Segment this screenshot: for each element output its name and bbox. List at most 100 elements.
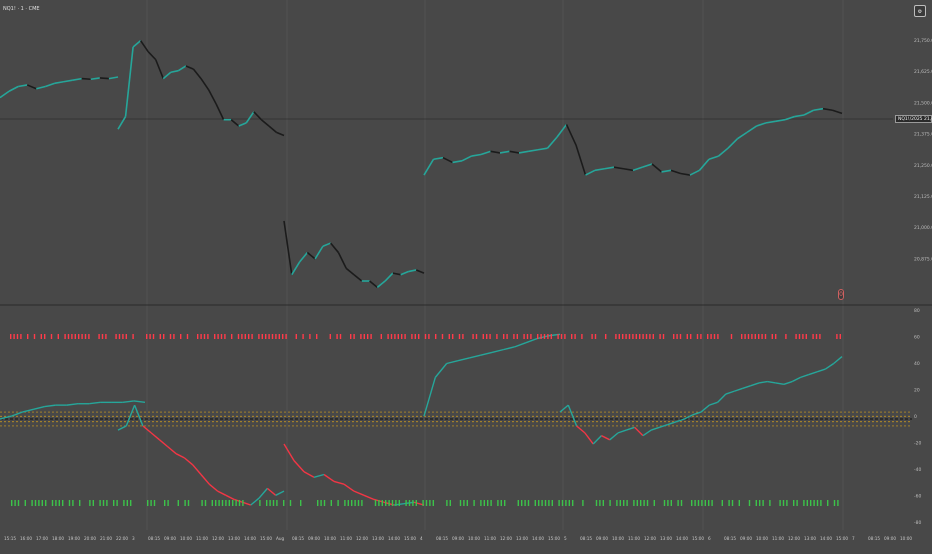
sell-signal-tick [815,334,818,339]
osc-segment [576,425,586,434]
price-tick-label: 21,125.00 [914,194,932,200]
buy-signal-tick [242,500,244,506]
osc-segment [601,435,611,441]
settings-icon[interactable]: ⚙ [914,5,926,17]
time-tick-label: 14:00 [532,536,544,541]
osc-segment [250,497,260,506]
time-tick-label: 10:00 [180,536,192,541]
price-segment [253,111,262,121]
sell-signal-tick [152,334,155,339]
price-segment [642,163,653,168]
buy-signal-tick [289,500,292,506]
sell-signal-tick [462,334,464,339]
sell-signal-tick [795,334,797,339]
buy-signal-tick [300,500,302,506]
buy-signal-tick [201,500,203,506]
osc-segment [767,380,776,384]
price-segment [192,68,202,80]
sell-signal-tick [251,334,253,339]
price-segment [124,46,134,117]
sell-signal-tick [537,334,539,339]
osc-tick-label: 60 [914,335,920,341]
buy-signal-tick [534,500,536,506]
buy-signal-tick [459,500,462,506]
buy-signal-tick [483,500,485,506]
sell-signal-tick [401,334,403,339]
price-segment [423,158,435,176]
sell-signal-tick [44,334,46,339]
price-segment [81,77,91,81]
osc-segment [133,404,144,427]
osc-segment [692,411,702,416]
price-segment [117,116,127,130]
buy-signal-tick [544,500,547,506]
time-tick-label: 14:00 [676,536,688,541]
osc-segment [133,400,146,404]
osc-segment [491,348,504,354]
price-segment [177,65,187,72]
event-marker-icon[interactable]: 0 [838,289,844,300]
price-segment [26,84,37,90]
sell-signal-tick [744,334,746,339]
osc-segment [192,464,202,475]
time-tick-label: 14:00 [388,536,400,541]
buy-signal-tick [810,500,812,506]
sell-signal-tick [764,334,767,339]
buy-signal-tick [701,500,703,506]
sell-signal-tick [775,334,777,339]
sell-signal-tick [159,334,161,339]
price-segment [490,150,501,154]
buy-signal-tick [548,500,550,506]
osc-segment [514,342,527,348]
osc-segment [217,490,227,496]
osc-segment [758,380,768,384]
buy-signal-tick [374,500,377,506]
sell-signal-tick [503,334,505,339]
price-segment [784,115,795,121]
buy-signal-tick [694,500,696,506]
time-tick-label: 09:00 [740,536,752,541]
time-tick-label: 12:00 [644,536,656,541]
buy-signal-tick [711,500,713,506]
buy-signal-tick [633,500,635,506]
osc-segment [717,393,727,403]
osc-segment [446,360,459,365]
buy-signal-tick [385,500,387,506]
time-tick-label: 13:00 [660,536,672,541]
sell-signal-tick [560,334,563,339]
time-tick-label: 15:00 [836,536,848,541]
sell-signal-tick [472,334,474,339]
sell-signal-tick [679,334,682,339]
price-segment [322,242,331,247]
buy-signal-tick [636,500,638,506]
buy-signal-tick [616,500,618,506]
time-tick-label: 09:00 [596,536,608,541]
time-tick-label: 10:00 [468,536,480,541]
buy-signal-tick [116,500,118,506]
price-segment [556,123,568,138]
sell-signal-tick [448,334,450,339]
buy-signal-tick [572,500,574,506]
sell-signal-tick [649,334,651,339]
price-segment [442,156,453,164]
buy-signal-tick [41,500,43,506]
sell-signal-tick [540,334,542,339]
sell-signal-tick [414,334,416,339]
sell-signal-tick [819,334,821,339]
buy-signal-tick [218,500,220,506]
sell-signal-tick [397,334,399,339]
buy-signal-tick [670,500,672,506]
price-segment [268,125,277,133]
sell-signal-tick [237,334,240,339]
osc-segment [333,480,345,485]
sell-signal-tick [717,334,719,339]
buy-signal-tick [527,500,530,506]
buy-signal-tick [92,500,94,506]
time-tick-label: 08:15 [580,536,592,541]
sell-signal-tick [547,334,549,339]
buy-signal-tick [466,500,468,506]
sell-signal-tick [268,334,270,339]
sell-signal-tick [64,334,66,339]
